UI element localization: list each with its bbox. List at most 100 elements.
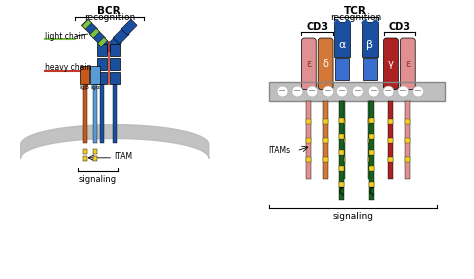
Text: δ: δ xyxy=(323,59,328,69)
Polygon shape xyxy=(82,19,98,35)
Polygon shape xyxy=(90,28,100,38)
FancyBboxPatch shape xyxy=(82,84,87,143)
Text: −: − xyxy=(279,86,287,97)
FancyBboxPatch shape xyxy=(269,81,445,101)
FancyBboxPatch shape xyxy=(340,119,345,124)
Text: −: − xyxy=(324,86,332,97)
FancyBboxPatch shape xyxy=(339,166,344,171)
Text: −: − xyxy=(293,86,301,97)
Text: −: − xyxy=(354,86,362,97)
FancyBboxPatch shape xyxy=(383,38,398,90)
FancyBboxPatch shape xyxy=(97,58,107,70)
FancyBboxPatch shape xyxy=(334,22,350,57)
FancyBboxPatch shape xyxy=(339,150,344,155)
Text: ζ: ζ xyxy=(368,187,373,196)
FancyBboxPatch shape xyxy=(369,150,374,155)
Text: −: − xyxy=(308,86,316,97)
Circle shape xyxy=(413,86,424,97)
FancyBboxPatch shape xyxy=(82,149,87,154)
FancyBboxPatch shape xyxy=(401,38,415,90)
FancyBboxPatch shape xyxy=(93,84,97,143)
FancyBboxPatch shape xyxy=(339,118,344,123)
Text: ITAMs: ITAMs xyxy=(269,146,291,155)
Circle shape xyxy=(323,86,334,97)
FancyBboxPatch shape xyxy=(340,157,345,162)
FancyBboxPatch shape xyxy=(340,101,345,179)
FancyBboxPatch shape xyxy=(100,84,104,143)
FancyBboxPatch shape xyxy=(369,182,374,187)
Text: heavy chain: heavy chain xyxy=(45,63,91,72)
FancyBboxPatch shape xyxy=(306,101,311,179)
Text: −: − xyxy=(370,86,378,97)
FancyBboxPatch shape xyxy=(110,72,120,84)
FancyBboxPatch shape xyxy=(369,134,374,139)
FancyBboxPatch shape xyxy=(389,101,393,179)
FancyBboxPatch shape xyxy=(369,101,374,200)
FancyBboxPatch shape xyxy=(369,118,374,123)
FancyBboxPatch shape xyxy=(318,38,333,90)
Text: TCR: TCR xyxy=(345,6,367,16)
FancyBboxPatch shape xyxy=(405,119,410,124)
Text: −: − xyxy=(414,86,422,97)
Text: ζ: ζ xyxy=(338,187,343,196)
Text: β: β xyxy=(366,40,373,50)
FancyBboxPatch shape xyxy=(369,166,374,171)
Polygon shape xyxy=(105,37,121,53)
FancyBboxPatch shape xyxy=(97,44,107,56)
Text: light chain: light chain xyxy=(45,32,85,40)
FancyBboxPatch shape xyxy=(362,22,378,57)
FancyBboxPatch shape xyxy=(368,138,373,143)
Polygon shape xyxy=(98,37,108,47)
FancyBboxPatch shape xyxy=(405,157,410,162)
Text: −: − xyxy=(384,86,392,97)
Circle shape xyxy=(277,86,288,97)
FancyBboxPatch shape xyxy=(301,38,316,90)
FancyBboxPatch shape xyxy=(368,157,373,162)
FancyBboxPatch shape xyxy=(339,134,344,139)
FancyBboxPatch shape xyxy=(82,156,87,161)
FancyBboxPatch shape xyxy=(389,138,393,143)
FancyBboxPatch shape xyxy=(339,101,344,200)
Text: signaling: signaling xyxy=(79,175,117,184)
Text: CD3: CD3 xyxy=(306,22,328,32)
Text: ε: ε xyxy=(306,59,311,69)
Polygon shape xyxy=(113,28,129,44)
FancyBboxPatch shape xyxy=(405,101,410,179)
FancyBboxPatch shape xyxy=(340,138,345,143)
FancyBboxPatch shape xyxy=(306,157,311,162)
Text: CD3: CD3 xyxy=(388,22,410,32)
Circle shape xyxy=(307,86,318,97)
Text: γ: γ xyxy=(388,59,394,69)
Circle shape xyxy=(292,86,303,97)
FancyBboxPatch shape xyxy=(110,58,120,70)
Circle shape xyxy=(383,86,394,97)
FancyBboxPatch shape xyxy=(389,119,393,124)
Text: BCR: BCR xyxy=(98,6,121,16)
FancyBboxPatch shape xyxy=(113,84,117,143)
Polygon shape xyxy=(82,20,91,29)
FancyBboxPatch shape xyxy=(80,66,90,84)
FancyBboxPatch shape xyxy=(389,157,393,162)
FancyBboxPatch shape xyxy=(368,119,373,124)
Text: recognition: recognition xyxy=(83,13,135,22)
Polygon shape xyxy=(121,19,137,35)
Circle shape xyxy=(398,86,409,97)
Polygon shape xyxy=(97,37,113,53)
Circle shape xyxy=(368,86,379,97)
Text: signaling: signaling xyxy=(332,212,374,221)
FancyBboxPatch shape xyxy=(93,156,97,161)
FancyBboxPatch shape xyxy=(91,66,100,84)
FancyBboxPatch shape xyxy=(323,157,328,162)
FancyBboxPatch shape xyxy=(335,58,349,80)
FancyBboxPatch shape xyxy=(323,101,328,179)
Text: −: − xyxy=(338,86,346,97)
Polygon shape xyxy=(90,28,105,44)
Circle shape xyxy=(337,86,347,97)
FancyBboxPatch shape xyxy=(405,138,410,143)
FancyBboxPatch shape xyxy=(110,44,120,56)
FancyBboxPatch shape xyxy=(97,72,107,84)
FancyBboxPatch shape xyxy=(323,119,328,124)
FancyBboxPatch shape xyxy=(306,119,311,124)
FancyBboxPatch shape xyxy=(368,101,373,179)
FancyBboxPatch shape xyxy=(323,138,328,143)
